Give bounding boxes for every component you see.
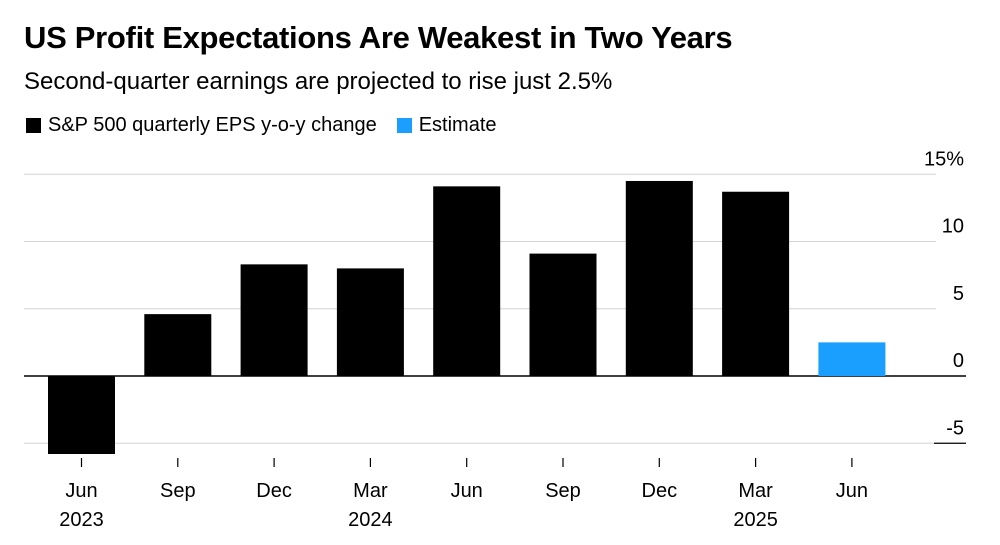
- bar-jun-2025: [818, 342, 886, 376]
- bar-jun-2023: [48, 376, 115, 455]
- bar-dec-2024: [625, 180, 693, 376]
- x-tick-year-label: 2023: [59, 509, 104, 531]
- bar-mar-2025: [722, 191, 790, 376]
- legend-label-actual: S&P 500 quarterly EPS y-o-y change: [48, 114, 377, 136]
- legend-item-estimate: Estimate: [396, 114, 497, 137]
- x-tick-year-label: 2024: [348, 509, 393, 531]
- bar-sep-2024: [529, 253, 597, 376]
- y-tick-label: 10: [942, 216, 964, 238]
- x-tick-label: Sep: [160, 480, 196, 502]
- bar-sep-2023: [144, 314, 212, 376]
- y-tick-label: 15%: [924, 148, 964, 170]
- x-tick-label: Dec: [256, 480, 292, 502]
- bar-jun-2024: [433, 186, 501, 376]
- x-tick-label: Mar: [738, 480, 773, 502]
- legend: S&P 500 quarterly EPS y-o-y change Estim…: [26, 114, 517, 137]
- x-tick-label: Mar: [353, 480, 388, 502]
- x-tick-label: Jun: [836, 480, 868, 502]
- x-tick-label: Sep: [545, 480, 581, 502]
- legend-label-estimate: Estimate: [418, 114, 497, 136]
- legend-swatch-estimate: [396, 118, 412, 133]
- x-tick-year-label: 2025: [733, 509, 778, 531]
- chart-subtitle: Second-quarter earnings are projected to…: [24, 68, 613, 95]
- chart-title: US Profit Expectations Are Weakest in Tw…: [24, 20, 733, 55]
- legend-item-actual: S&P 500 quarterly EPS y-o-y change: [26, 114, 377, 137]
- bar-dec-2023: [240, 264, 308, 376]
- legend-swatch-actual: [26, 118, 41, 133]
- y-tick-label: 0: [953, 350, 964, 372]
- y-tick-label: 5: [953, 283, 964, 305]
- x-tick-label: Jun: [65, 480, 97, 502]
- bar-mar-2024: [336, 268, 404, 376]
- y-tick-label: -5: [946, 417, 964, 439]
- x-tick-label: Dec: [642, 480, 678, 502]
- x-tick-label: Jun: [451, 480, 483, 502]
